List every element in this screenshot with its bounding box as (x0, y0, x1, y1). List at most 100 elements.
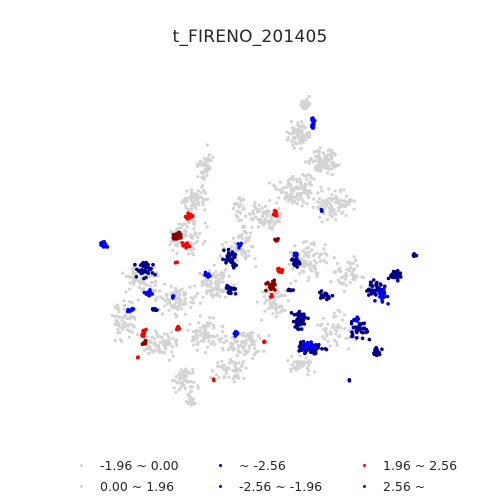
point-not-significant (207, 335, 211, 339)
point-not-significant (214, 373, 218, 377)
point-cold-95 (311, 117, 316, 122)
point-not-significant (332, 165, 336, 169)
point-not-significant (305, 131, 309, 135)
point-not-significant (325, 157, 329, 161)
point-not-significant (352, 267, 356, 271)
point-cold-99 (306, 316, 310, 321)
point-not-significant (275, 201, 279, 205)
point-cold-95 (385, 294, 390, 299)
point-not-significant (300, 361, 304, 365)
point-not-significant (336, 323, 340, 327)
point-hot-95 (262, 339, 266, 344)
point-not-significant (296, 121, 300, 125)
point-not-significant (150, 274, 155, 278)
point-cold-99 (396, 278, 400, 283)
point-cold-95 (302, 346, 306, 351)
point-not-significant (315, 323, 319, 327)
point-not-significant (326, 340, 330, 344)
point-not-significant (193, 196, 197, 200)
point-not-significant (283, 309, 287, 313)
point-not-significant (124, 290, 128, 294)
point-not-significant (263, 309, 267, 313)
point-not-significant (300, 99, 304, 104)
point-not-significant (174, 338, 179, 342)
point-not-significant (343, 327, 347, 331)
point-not-significant (290, 363, 294, 367)
point-not-significant (312, 259, 317, 263)
point-not-significant (330, 325, 334, 330)
point-not-significant (338, 334, 342, 338)
point-not-significant (235, 259, 239, 263)
point-not-significant (231, 377, 235, 381)
point-cold-99 (369, 292, 374, 296)
point-not-significant (122, 321, 126, 325)
point-cold-99 (232, 252, 236, 256)
point-not-significant (214, 270, 218, 274)
point-not-significant (297, 186, 301, 191)
point-not-significant (117, 315, 122, 320)
point-not-significant (148, 274, 152, 278)
point-not-significant (113, 338, 117, 343)
point-not-significant (342, 199, 346, 203)
point-cold-99 (374, 282, 379, 286)
point-not-significant (251, 245, 255, 249)
point-cold-99 (297, 260, 302, 265)
point-not-significant (260, 318, 264, 322)
point-not-significant (185, 189, 189, 193)
point-cold-95 (382, 287, 386, 291)
point-not-significant (117, 307, 121, 311)
point-not-significant (174, 341, 178, 345)
point-not-significant (286, 179, 290, 183)
point-not-significant (267, 333, 271, 338)
point-not-significant (293, 137, 297, 141)
point-not-significant (344, 214, 348, 218)
point-not-significant (194, 232, 198, 236)
point-not-significant (221, 348, 225, 352)
point-cold-99 (296, 320, 301, 325)
legend-marker (219, 485, 222, 488)
point-not-significant (317, 255, 321, 259)
point-not-significant (246, 332, 250, 336)
point-cold-95 (142, 290, 147, 295)
point-not-significant (242, 331, 246, 335)
point-not-significant (121, 327, 125, 332)
point-not-significant (347, 328, 351, 333)
point-not-significant (259, 221, 263, 225)
point-not-significant (332, 208, 336, 212)
point-not-significant (318, 253, 322, 257)
point-not-significant (291, 174, 295, 178)
point-not-significant (147, 351, 151, 356)
point-not-significant (331, 151, 336, 155)
point-hot-95 (187, 214, 191, 219)
point-hot-95 (276, 267, 280, 271)
point-not-significant (127, 335, 131, 339)
point-not-significant (193, 295, 197, 299)
point-cold-99 (297, 349, 301, 353)
map-title: t_FIRENO_201405 (172, 27, 328, 47)
point-cold-99 (368, 288, 373, 293)
point-not-significant (164, 340, 169, 344)
point-not-significant (326, 171, 330, 175)
point-not-significant (209, 290, 213, 294)
point-not-significant (250, 225, 254, 229)
point-not-significant (333, 314, 338, 318)
point-not-significant (189, 305, 193, 309)
point-cold-99 (367, 337, 372, 342)
point-not-significant (179, 299, 183, 303)
point-not-significant (318, 146, 322, 150)
point-not-significant (317, 157, 321, 161)
point-not-significant (177, 373, 181, 377)
point-not-significant (215, 293, 219, 297)
point-not-significant (194, 328, 198, 332)
point-cold-99 (360, 336, 365, 341)
point-not-significant (211, 272, 216, 276)
point-cold-99 (380, 347, 384, 352)
point-not-significant (189, 390, 193, 394)
point-hot-95 (140, 334, 144, 338)
legend-item: -2.56 ~ -1.96 (219, 479, 322, 494)
point-not-significant (189, 396, 194, 400)
point-not-significant (162, 338, 166, 342)
point-cold-99 (351, 334, 355, 339)
point-not-significant (291, 143, 295, 147)
point-not-significant (340, 276, 344, 280)
